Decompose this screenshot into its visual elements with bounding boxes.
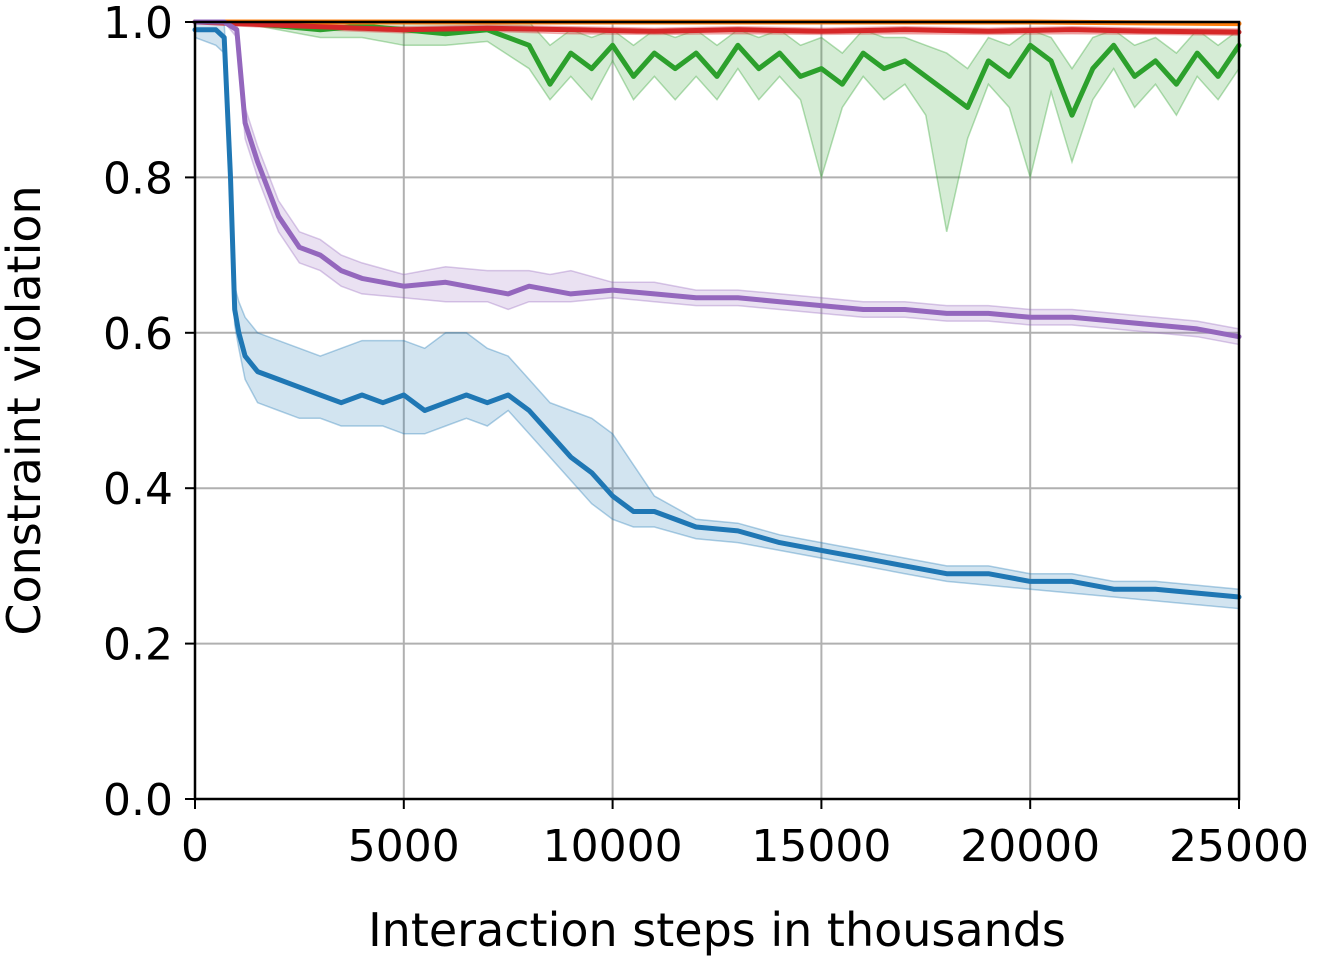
x-tick-label: 0	[181, 821, 209, 872]
y-tick-label: 0.0	[103, 775, 173, 826]
ticks: 0 5000 10000 15000 20000 25000 0.0 0.2 0.4 0.6 0.8…	[103, 0, 1309, 872]
y-tick-label: 0.6	[103, 309, 173, 360]
y-tick-label: 0.2	[103, 620, 173, 671]
x-tick-label: 20000	[960, 821, 1100, 872]
y-axis-label: Constraint violation	[0, 185, 51, 635]
confidence-bands	[194, 21, 1240, 610]
y-tick-label: 1.0	[103, 0, 173, 49]
y-tick-label: 0.4	[103, 464, 173, 515]
plot-frame	[193, 20, 1241, 801]
x-tick-label: 10000	[543, 821, 683, 872]
x-tick-label: 15000	[751, 821, 891, 872]
series-0-band	[195, 21, 1240, 232]
series-4-line	[192, 27, 1242, 600]
x-tick-label: 5000	[348, 821, 460, 872]
y-tick-label: 0.8	[103, 153, 173, 204]
series-3-line	[192, 19, 1242, 340]
series-2-line	[192, 19, 1242, 35]
x-tick-label: 25000	[1169, 821, 1309, 872]
x-axis-label: Interaction steps in thousands	[368, 903, 1066, 957]
